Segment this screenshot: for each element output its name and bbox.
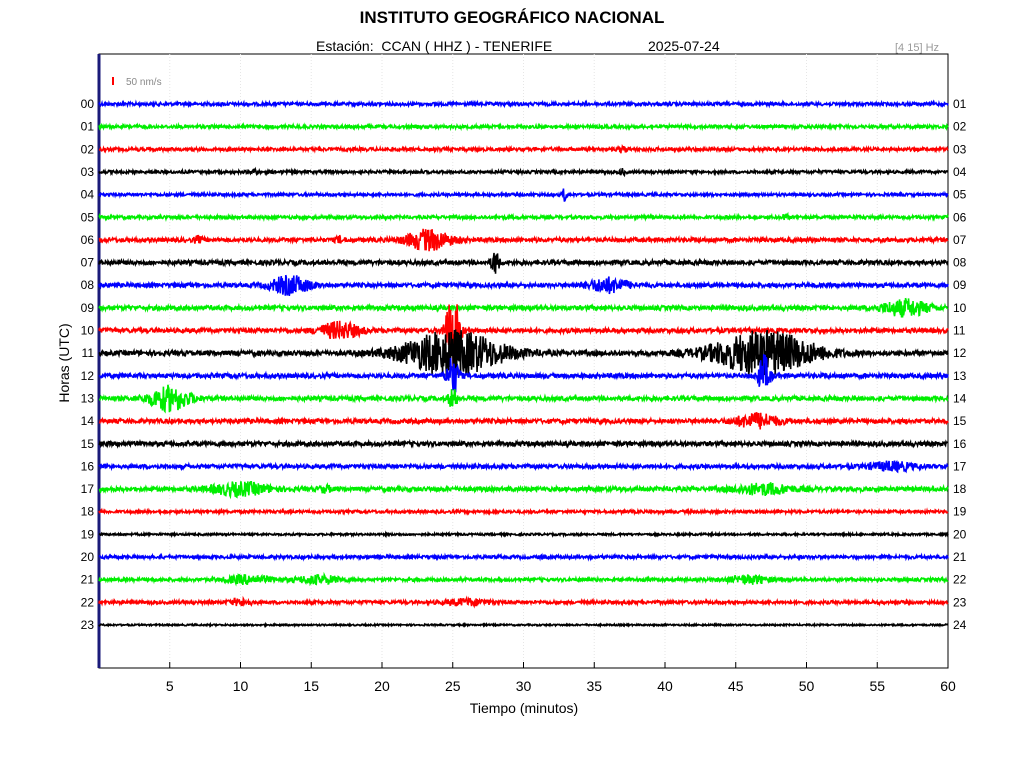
x-axis-label: Tiempo (minutos)	[469, 700, 579, 716]
hour-label-left: 15	[81, 437, 95, 451]
hour-label-right: 04	[953, 165, 967, 179]
hour-label-right: 02	[953, 120, 967, 134]
trace-hour-21	[98, 571, 949, 587]
hour-label-right: 01	[953, 97, 967, 111]
trace-hour-00	[98, 99, 949, 109]
seismic-traces	[98, 99, 949, 629]
hour-label-left: 00	[81, 97, 95, 111]
x-tick-label: 5	[166, 678, 174, 694]
hour-label-left: 18	[81, 505, 95, 519]
hour-label-right: 07	[953, 233, 967, 247]
x-tick-labels: 5 10 15 20 25 30 35 40 45 50 55 60	[166, 662, 956, 694]
x-tick-label: 20	[374, 678, 390, 694]
trace-hour-17	[98, 481, 949, 500]
trace-hour-16	[98, 459, 949, 474]
x-tick-label: 10	[233, 678, 249, 694]
hour-label-right: 15	[953, 414, 967, 428]
hour-label-right: 09	[953, 278, 967, 292]
hour-label-right: 12	[953, 346, 967, 360]
hour-label-left: 17	[81, 482, 95, 496]
chart-title: INSTITUTO GEOGRÁFICO NACIONAL	[359, 8, 665, 27]
y-axis-label: Horas (UTC)	[56, 323, 72, 403]
hour-label-left: 21	[81, 573, 95, 587]
hour-label-right: 22	[953, 573, 967, 587]
trace-hour-23	[98, 621, 949, 629]
x-tick-label: 35	[586, 678, 602, 694]
hour-label-left: 23	[81, 618, 95, 632]
hour-label-left: 10	[81, 324, 95, 338]
trace-hour-19	[98, 530, 949, 539]
hour-label-right: 23	[953, 595, 967, 609]
filter-band-label: [4 15] Hz	[895, 42, 940, 54]
hour-label-left: 13	[81, 391, 95, 405]
trace-hour-01	[98, 121, 949, 132]
trace-hour-02	[98, 144, 949, 155]
hour-label-left: 04	[81, 188, 95, 202]
hour-label-left: 05	[81, 210, 95, 224]
trace-hour-14	[98, 411, 949, 430]
hour-label-right: 10	[953, 301, 967, 315]
x-tick-label: 55	[869, 678, 885, 694]
hour-label-right: 13	[953, 369, 967, 383]
trace-hour-22	[98, 595, 949, 609]
x-tick-label: 50	[799, 678, 815, 694]
x-tick-label: 60	[940, 678, 956, 694]
station-label: Estación: CCAN ( HHZ ) - TENERIFE	[316, 38, 553, 54]
trace-hour-13	[98, 384, 949, 414]
hour-label-left: 07	[81, 256, 95, 270]
hour-label-left: 06	[81, 233, 95, 247]
trace-hour-15	[98, 438, 949, 449]
trace-hour-18	[98, 507, 949, 517]
hour-label-right: 08	[953, 256, 967, 270]
hour-label-right: 24	[953, 618, 967, 632]
hour-label-left: 11	[82, 346, 95, 360]
hour-label-left: 03	[81, 165, 95, 179]
hour-label-right: 06	[953, 210, 967, 224]
hour-label-right: 20	[953, 527, 967, 541]
trace-hour-12	[98, 354, 949, 395]
hour-label-left: 22	[81, 595, 95, 609]
trace-hour-08	[98, 274, 949, 297]
trace-hour-11	[98, 329, 949, 377]
x-tick-label: 30	[516, 678, 532, 694]
left-hour-labels: 00 01 02 03 04 05 06 07 08 09 10 11 12 13 14 15 16 17 18 19…	[81, 97, 95, 632]
hour-label-right: 14	[953, 391, 967, 405]
trace-hour-05	[98, 211, 949, 223]
hour-label-left: 09	[81, 301, 95, 315]
hour-label-right: 21	[953, 550, 967, 564]
hour-label-left: 14	[81, 414, 95, 428]
hour-label-left: 12	[81, 369, 95, 383]
grid-lines	[169, 54, 878, 668]
hour-label-right: 17	[953, 459, 967, 473]
x-tick-label: 45	[728, 678, 744, 694]
trace-hour-03	[98, 166, 949, 178]
hour-label-left: 08	[81, 278, 95, 292]
scale-label: 50 nm/s	[126, 77, 162, 88]
trace-hour-06	[98, 228, 949, 252]
plot-frame	[98, 53, 949, 669]
trace-hour-10	[98, 304, 949, 369]
hour-label-right: 18	[953, 482, 967, 496]
hour-label-left: 01	[81, 120, 95, 134]
trace-hour-07	[98, 252, 949, 274]
hour-label-right: 05	[953, 188, 967, 202]
x-tick-label: 40	[657, 678, 673, 694]
hour-label-right: 03	[953, 142, 967, 156]
hour-label-left: 19	[81, 527, 95, 541]
hour-label-left: 02	[81, 142, 95, 156]
date-label: 2025-07-24	[648, 38, 720, 54]
trace-hour-20	[98, 552, 949, 562]
right-hour-labels: 01 02 03 04 05 06 07 08 09 10 11 12 13 14 15 16 17 18 19 20…	[953, 97, 967, 632]
trace-hour-09	[98, 297, 949, 318]
hour-label-left: 16	[81, 459, 95, 473]
hour-label-right: 16	[953, 437, 967, 451]
scale-bar	[112, 77, 114, 85]
hour-label-right: 19	[953, 505, 967, 519]
trace-hour-04	[98, 188, 949, 202]
hour-label-right: 11	[953, 324, 966, 338]
hour-label-left: 20	[81, 550, 95, 564]
x-tick-label: 25	[445, 678, 461, 694]
x-tick-label: 15	[303, 678, 319, 694]
